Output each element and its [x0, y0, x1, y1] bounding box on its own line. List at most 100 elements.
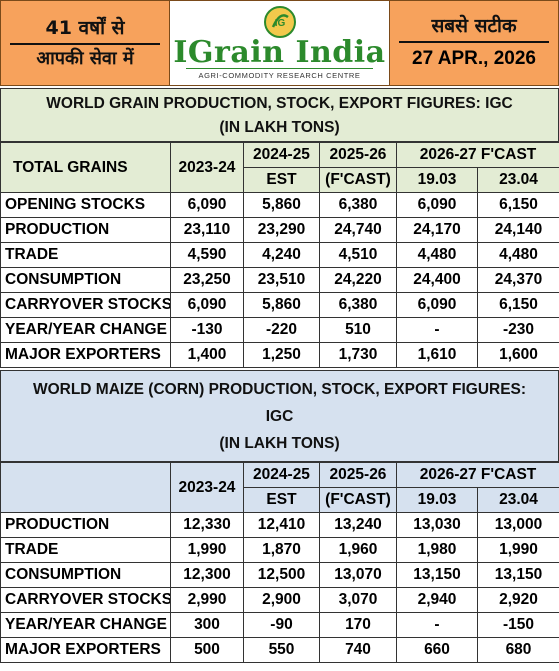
table-cell: 500: [170, 637, 244, 663]
maize-table-title: WORLD MAIZE (CORN) PRODUCTION, STOCK, EX…: [0, 370, 559, 462]
table-cell: 13,000: [476, 512, 559, 538]
table-cell: 24,220: [319, 267, 397, 293]
table-cell: 1,610: [396, 342, 478, 368]
table-cell: 550: [243, 637, 320, 663]
table-cell: 680: [476, 637, 559, 663]
col-2025-26-fcast: (F'CAST): [319, 167, 397, 193]
row-label: TRADE: [0, 242, 171, 268]
col-2023-24: 2023-24: [170, 142, 244, 193]
maize-head-label: [0, 462, 171, 513]
table-cell: 2,940: [396, 587, 478, 613]
table-cell: 23,110: [170, 217, 244, 243]
table-row: TRADE 4,590 4,240 4,510 4,480 4,480: [0, 242, 559, 268]
row-label: CONSUMPTION: [0, 562, 171, 588]
table-cell: 6,150: [476, 192, 559, 218]
table-row: CARRYOVER STOCKS 2,990 2,900 3,070 2,940 2,92…: [0, 587, 559, 613]
grain-head-label: TOTAL GRAINS: [0, 142, 171, 193]
table-cell: 23,250: [170, 267, 244, 293]
grain-title-line1: WORLD GRAIN PRODUCTION, STOCK, EXPORT FI…: [46, 95, 513, 112]
table-cell: -150: [476, 612, 559, 638]
table-cell: 4,510: [319, 242, 397, 268]
row-label: YEAR/YEAR CHANGE: [0, 317, 171, 343]
table-cell: 24,740: [319, 217, 397, 243]
brand-logo: IG IGrain India AGRI-COMMODITY RESEARCH …: [170, 0, 389, 86]
table-cell: 2,900: [243, 587, 320, 613]
accuracy-banner: सबसे सटीक 27 APR., 2026: [389, 0, 559, 86]
row-label: OPENING STOCKS: [0, 192, 171, 218]
table-cell: 1,870: [243, 537, 320, 563]
report-date: 27 APR., 2026: [412, 48, 536, 69]
banner-rule: [399, 41, 549, 43]
table-cell: 2,920: [476, 587, 559, 613]
row-label: PRODUCTION: [0, 512, 171, 538]
service-banner: 41 वर्षों से आपकी सेवा में: [0, 0, 170, 86]
table-cell: 12,410: [243, 512, 320, 538]
table-cell: 1,990: [476, 537, 559, 563]
row-label: MAJOR EXPORTERS: [0, 342, 171, 368]
table-cell: 300: [170, 612, 244, 638]
table-cell: 1,990: [170, 537, 244, 563]
col-2024-25-est: EST: [243, 487, 320, 513]
table-cell: 4,480: [396, 242, 478, 268]
table-cell: 4,240: [243, 242, 320, 268]
table-cell: 6,380: [319, 292, 397, 318]
table-row: OPENING STOCKS 6,090 5,860 6,380 6,090 6,150: [0, 192, 559, 218]
col-2025-26-fcast: (F'CAST): [319, 487, 397, 513]
maize-title-line1: WORLD MAIZE (CORN) PRODUCTION, STOCK, EX…: [32, 381, 527, 398]
table-cell: 24,140: [476, 217, 559, 243]
page-header: 41 वर्षों से आपकी सेवा में IG IGrain Ind…: [0, 0, 559, 86]
table-row: CONSUMPTION 23,250 23,510 24,220 24,400 24,37…: [0, 267, 559, 293]
table-row: YEAR/YEAR CHANGE 300 -90 170- -150: [0, 612, 559, 638]
accuracy-line: सबसे सटीक: [431, 15, 517, 37]
table-cell: 12,500: [243, 562, 320, 588]
col-2026-27-forecast: 2026-27 F'CAST: [395, 462, 559, 488]
col-2026-27-forecast: 2026-27 F'CAST: [395, 142, 559, 168]
maize-title-line2: IGC: [265, 408, 294, 425]
col-2025-26: 2025-26: [319, 142, 397, 168]
table-cell: 6,090: [170, 192, 244, 218]
table-cell: 1,730: [319, 342, 397, 368]
table-row: MAJOR EXPORTERS 1,400 1,250 1,730 1,610 1,600: [0, 342, 559, 368]
col-2024-25-est: EST: [243, 167, 320, 193]
table-cell: 1,400: [170, 342, 244, 368]
table-cell: 24,400: [396, 267, 478, 293]
table-cell: 2,990: [170, 587, 244, 613]
table-cell: 1,600: [476, 342, 559, 368]
table-cell: -: [396, 317, 478, 343]
table-cell: 1,250: [243, 342, 320, 368]
table-cell: -90: [243, 612, 320, 638]
brand-underline: [186, 68, 373, 69]
maize-table: 2023-24 2024-25 2025-26 2026-27 F'CAST E…: [0, 462, 559, 663]
table-cell: 5,860: [243, 292, 320, 318]
row-label: CARRYOVER STOCKS: [0, 292, 171, 318]
table-cell: 6,090: [396, 192, 478, 218]
col-2024-25: 2024-25: [243, 462, 320, 488]
table-row: PRODUCTION 23,110 23,290 24,740 24,170 24,140: [0, 217, 559, 243]
table-cell: 13,240: [319, 512, 397, 538]
row-label: CONSUMPTION: [0, 267, 171, 293]
table-cell: 13,150: [476, 562, 559, 588]
table-cell: 660: [396, 637, 478, 663]
table-cell: 23,290: [243, 217, 320, 243]
row-label: MAJOR EXPORTERS: [0, 637, 171, 663]
table-row: CARRYOVER STOCKS 6,090 5,860 6,380 6,090 6,15…: [0, 292, 559, 318]
table-cell: 24,170: [396, 217, 478, 243]
table-cell: 6,150: [476, 292, 559, 318]
row-label: PRODUCTION: [0, 217, 171, 243]
col-19-03: 19.03: [396, 487, 478, 513]
table-cell: 12,330: [170, 512, 244, 538]
grain-title-line2: (IN LAKH TONS): [219, 119, 340, 136]
table-cell: 13,150: [396, 562, 478, 588]
table-cell: 4,590: [170, 242, 244, 268]
table-row: YEAR/YEAR CHANGE -130 -220 510- -230: [0, 317, 559, 343]
maize-title-line3: (IN LAKH TONS): [219, 435, 340, 452]
row-label: CARRYOVER STOCKS: [0, 587, 171, 613]
table-cell: 13,070: [319, 562, 397, 588]
table-cell: 13,030: [396, 512, 478, 538]
col-2024-25: 2024-25: [243, 142, 320, 168]
col-2025-26: 2025-26: [319, 462, 397, 488]
col-23-04: 23.04: [476, 487, 559, 513]
grain-logo-icon: IG: [264, 6, 296, 38]
service-line2: आपकी सेवा में: [36, 48, 134, 69]
table-cell: -130: [170, 317, 244, 343]
